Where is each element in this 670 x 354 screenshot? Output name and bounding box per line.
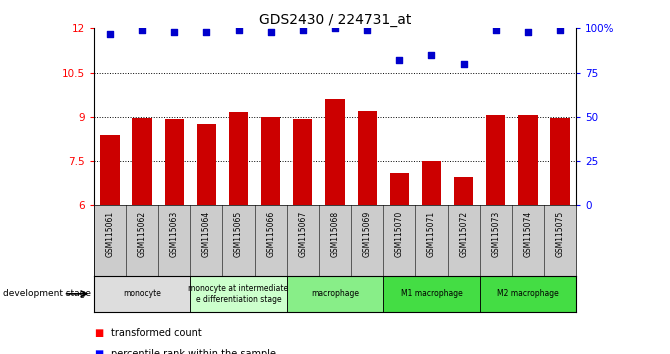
- Point: [426, 52, 437, 58]
- Text: development stage: development stage: [3, 289, 91, 298]
- Bar: [551, 118, 570, 354]
- Text: GSM115074: GSM115074: [523, 211, 533, 257]
- Text: GSM115070: GSM115070: [395, 211, 404, 257]
- Text: GSM115068: GSM115068: [330, 211, 340, 257]
- Bar: [261, 117, 280, 354]
- Point: [458, 61, 469, 67]
- Bar: [165, 119, 184, 354]
- Text: GSM115064: GSM115064: [202, 211, 211, 257]
- Bar: [326, 99, 344, 354]
- Bar: [480, 276, 576, 312]
- Bar: [94, 276, 190, 312]
- Bar: [486, 115, 505, 354]
- Text: GSM115075: GSM115075: [555, 211, 565, 257]
- Point: [523, 29, 533, 35]
- Text: GSM115065: GSM115065: [234, 211, 243, 257]
- Text: GSM115069: GSM115069: [362, 211, 372, 257]
- Bar: [293, 119, 312, 354]
- Point: [137, 27, 147, 33]
- Bar: [454, 177, 473, 354]
- Text: monocyte at intermediate
e differentiation stage: monocyte at intermediate e differentiati…: [188, 284, 289, 303]
- Text: GSM115071: GSM115071: [427, 211, 436, 257]
- Text: GSM115063: GSM115063: [170, 211, 179, 257]
- Text: GSM115062: GSM115062: [137, 211, 147, 257]
- Text: transformed count: transformed count: [111, 328, 201, 338]
- Text: M1 macrophage: M1 macrophage: [401, 289, 462, 298]
- Point: [394, 57, 405, 63]
- Bar: [197, 124, 216, 354]
- Bar: [422, 161, 441, 354]
- Text: M2 macrophage: M2 macrophage: [497, 289, 559, 298]
- Text: GSM115066: GSM115066: [266, 211, 275, 257]
- Point: [362, 27, 373, 33]
- Text: GSM115073: GSM115073: [491, 211, 500, 257]
- Text: macrophage: macrophage: [311, 289, 359, 298]
- Bar: [519, 115, 537, 354]
- Text: ■: ■: [94, 349, 103, 354]
- Bar: [100, 135, 119, 354]
- Bar: [190, 276, 287, 312]
- Bar: [287, 276, 383, 312]
- Text: ■: ■: [94, 328, 103, 338]
- Point: [201, 29, 212, 35]
- Point: [490, 27, 501, 33]
- Bar: [383, 276, 480, 312]
- Bar: [358, 111, 377, 354]
- Point: [555, 27, 565, 33]
- Point: [297, 27, 308, 33]
- Point: [169, 29, 180, 35]
- Point: [233, 27, 244, 33]
- Bar: [133, 118, 151, 354]
- Point: [265, 29, 276, 35]
- Text: percentile rank within the sample: percentile rank within the sample: [111, 349, 275, 354]
- Text: GSM115072: GSM115072: [459, 211, 468, 257]
- Point: [105, 31, 115, 36]
- Point: [330, 25, 340, 31]
- Text: GSM115061: GSM115061: [105, 211, 115, 257]
- Text: monocyte: monocyte: [123, 289, 161, 298]
- Title: GDS2430 / 224731_at: GDS2430 / 224731_at: [259, 13, 411, 27]
- Text: GSM115067: GSM115067: [298, 211, 308, 257]
- Bar: [229, 113, 248, 354]
- Bar: [390, 173, 409, 354]
